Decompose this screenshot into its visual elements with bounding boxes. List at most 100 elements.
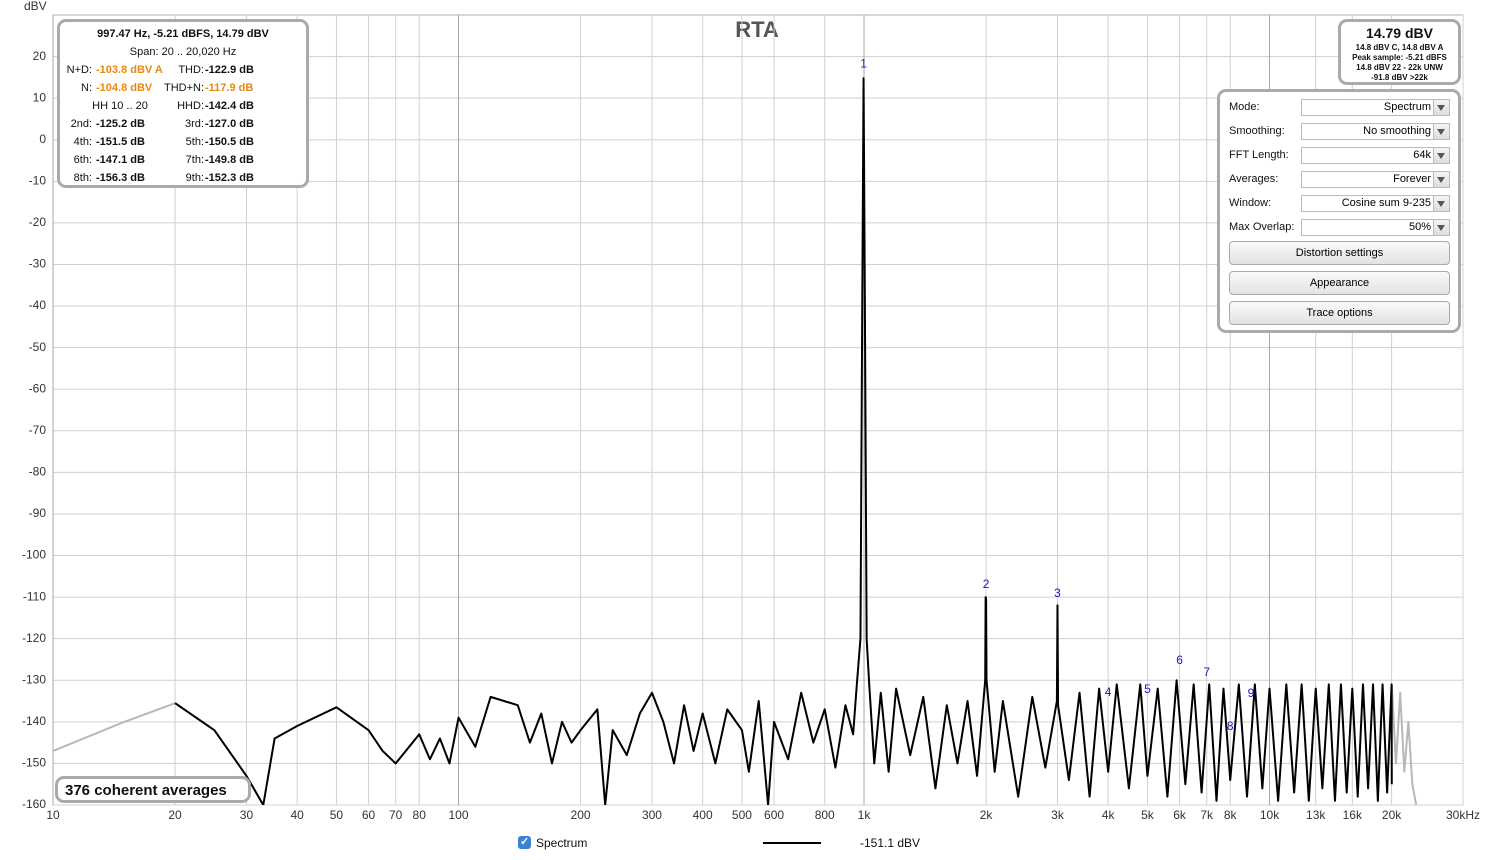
controls-panel: Mode: Spectrum Smoothing: No smoothing FFT L… bbox=[1217, 89, 1461, 333]
y-tick-label: -40 bbox=[29, 298, 47, 312]
x-tick-label: 400 bbox=[693, 808, 713, 822]
averages-box: 376 coherent averages bbox=[55, 776, 251, 803]
y-tick-label: -90 bbox=[29, 506, 47, 520]
x-tick-label: 13k bbox=[1306, 808, 1326, 822]
info-value: -125.2 dB bbox=[96, 118, 145, 130]
x-tick-label: 50 bbox=[330, 808, 344, 822]
info-value: -151.5 dB bbox=[96, 136, 145, 148]
info-label: HH 10 .. 20 bbox=[92, 100, 148, 112]
x-tick-label: 1k bbox=[858, 808, 872, 822]
dropdown-arrow bbox=[1437, 129, 1445, 135]
dropdown[interactable]: No smoothing bbox=[1301, 123, 1450, 140]
x-tick-label: 20 bbox=[168, 808, 182, 822]
x-tick-label: 7k bbox=[1200, 808, 1214, 822]
harmonic-marker: 5 bbox=[1144, 682, 1151, 696]
info-value: -122.9 dB bbox=[205, 64, 254, 76]
y-axis-label: dBV bbox=[24, 0, 47, 13]
dropdown-arrow bbox=[1437, 153, 1445, 159]
button[interactable]: Appearance bbox=[1229, 271, 1450, 295]
info-label: 2nd: bbox=[70, 118, 92, 130]
info-value: -104.8 dBV bbox=[96, 82, 153, 94]
x-tick-label: 30 bbox=[240, 808, 254, 822]
dropdown-arrow bbox=[1437, 105, 1445, 111]
info-value: -117.9 dB bbox=[205, 82, 254, 94]
info-panel: 997.47 Hz, -5.21 dBFS, 14.79 dBV Span: 20… bbox=[57, 19, 309, 188]
y-tick-label: -160 bbox=[22, 797, 46, 811]
x-tick-label: 60 bbox=[362, 808, 376, 822]
x-tick-label: 16k bbox=[1343, 808, 1363, 822]
x-tick-label: 6k bbox=[1173, 808, 1187, 822]
x-tick-label: 200 bbox=[571, 808, 591, 822]
y-tick-label: -110 bbox=[23, 589, 46, 603]
control-label: Mode: bbox=[1229, 101, 1260, 113]
y-tick-label: 20 bbox=[33, 49, 47, 63]
x-tick-label: 800 bbox=[815, 808, 835, 822]
y-tick-label: -140 bbox=[22, 714, 46, 728]
legend-checkbox[interactable]: ✓ bbox=[518, 836, 531, 849]
dropdown[interactable]: Spectrum bbox=[1301, 99, 1450, 116]
info-label: 8th: bbox=[73, 172, 92, 184]
info-label: HHD: bbox=[177, 100, 204, 112]
info-value: -152.3 dB bbox=[205, 172, 254, 184]
info-label: 3rd: bbox=[185, 118, 204, 130]
y-tick-label: 10 bbox=[33, 90, 47, 104]
info-label: N: bbox=[81, 82, 92, 94]
info-span: Span: 20 .. 20,020 Hz bbox=[129, 46, 237, 58]
y-tick-label: -20 bbox=[29, 215, 47, 229]
x-tick-label: 30kHz bbox=[1446, 808, 1480, 822]
dropdown-arrow bbox=[1437, 177, 1445, 183]
checkmark: ✓ bbox=[520, 836, 530, 848]
y-tick-label: -60 bbox=[29, 381, 47, 395]
spectrum-line bbox=[174, 77, 1393, 805]
level-panel: 14.79 dBV 14.8 dBV C, 14.8 dBV A Peak samp… bbox=[1338, 19, 1461, 85]
x-tick-label: 70 bbox=[389, 808, 403, 822]
y-tick-label: -80 bbox=[29, 465, 47, 479]
info-label: 5th: bbox=[185, 136, 204, 148]
x-tick-label: 600 bbox=[764, 808, 784, 822]
harmonic-marker: 7 bbox=[1203, 665, 1210, 679]
control-label: Smoothing: bbox=[1229, 125, 1285, 137]
harmonic-marker: 3 bbox=[1054, 586, 1061, 600]
y-tick-label: -130 bbox=[22, 672, 46, 686]
harmonic-marker: 8 bbox=[1227, 719, 1234, 733]
x-tick-label: 80 bbox=[413, 808, 427, 822]
x-tick-label: 300 bbox=[642, 808, 662, 822]
dropdown[interactable]: 64k bbox=[1301, 147, 1450, 164]
legend-label: Spectrum bbox=[536, 836, 588, 850]
x-tick-label: 10 bbox=[46, 808, 60, 822]
info-value: -150.5 dB bbox=[205, 136, 254, 148]
info-label: 4th: bbox=[73, 136, 92, 148]
button[interactable]: Distortion settings bbox=[1229, 241, 1450, 265]
control-label: Averages: bbox=[1229, 173, 1279, 185]
dropdown[interactable]: Cosine sum 9-235 bbox=[1301, 195, 1450, 212]
info-value: -156.3 dB bbox=[96, 172, 145, 184]
harmonic-marker: 9 bbox=[1248, 686, 1255, 700]
x-tick-label: 10k bbox=[1260, 808, 1280, 822]
dropdown[interactable]: 50% bbox=[1301, 219, 1450, 236]
x-tick-label: 3k bbox=[1051, 808, 1065, 822]
y-tick-label: -100 bbox=[22, 548, 46, 562]
x-tick-label: 2k bbox=[980, 808, 994, 822]
y-tick-label: -10 bbox=[29, 173, 47, 187]
info-label: THD: bbox=[178, 64, 204, 76]
x-tick-label: 4k bbox=[1102, 808, 1116, 822]
info-label: 7th: bbox=[185, 154, 204, 166]
button[interactable]: Trace options bbox=[1229, 301, 1450, 325]
level-line: 14.8 dBV C, 14.8 dBV A bbox=[1355, 43, 1444, 52]
y-tick-label: -50 bbox=[29, 340, 47, 354]
y-tick-label: -120 bbox=[22, 631, 46, 645]
x-tick-label: 100 bbox=[448, 808, 468, 822]
legend-line bbox=[763, 842, 821, 844]
info-value: -103.8 dBV A bbox=[96, 64, 163, 76]
x-tick-label: 5k bbox=[1141, 808, 1155, 822]
spectrum-line bbox=[53, 684, 1418, 805]
y-tick-label: -70 bbox=[29, 423, 47, 437]
dropdown-arrow bbox=[1437, 201, 1445, 207]
dropdown-arrow bbox=[1437, 225, 1445, 231]
level-line: 14.8 dBV 22 - 22k UNW bbox=[1356, 63, 1443, 72]
info-value: -142.4 dB bbox=[205, 100, 254, 112]
dropdown[interactable]: Forever bbox=[1301, 171, 1450, 188]
x-tick-label: 500 bbox=[732, 808, 752, 822]
level-line: -91.8 dBV >22k bbox=[1371, 73, 1428, 82]
